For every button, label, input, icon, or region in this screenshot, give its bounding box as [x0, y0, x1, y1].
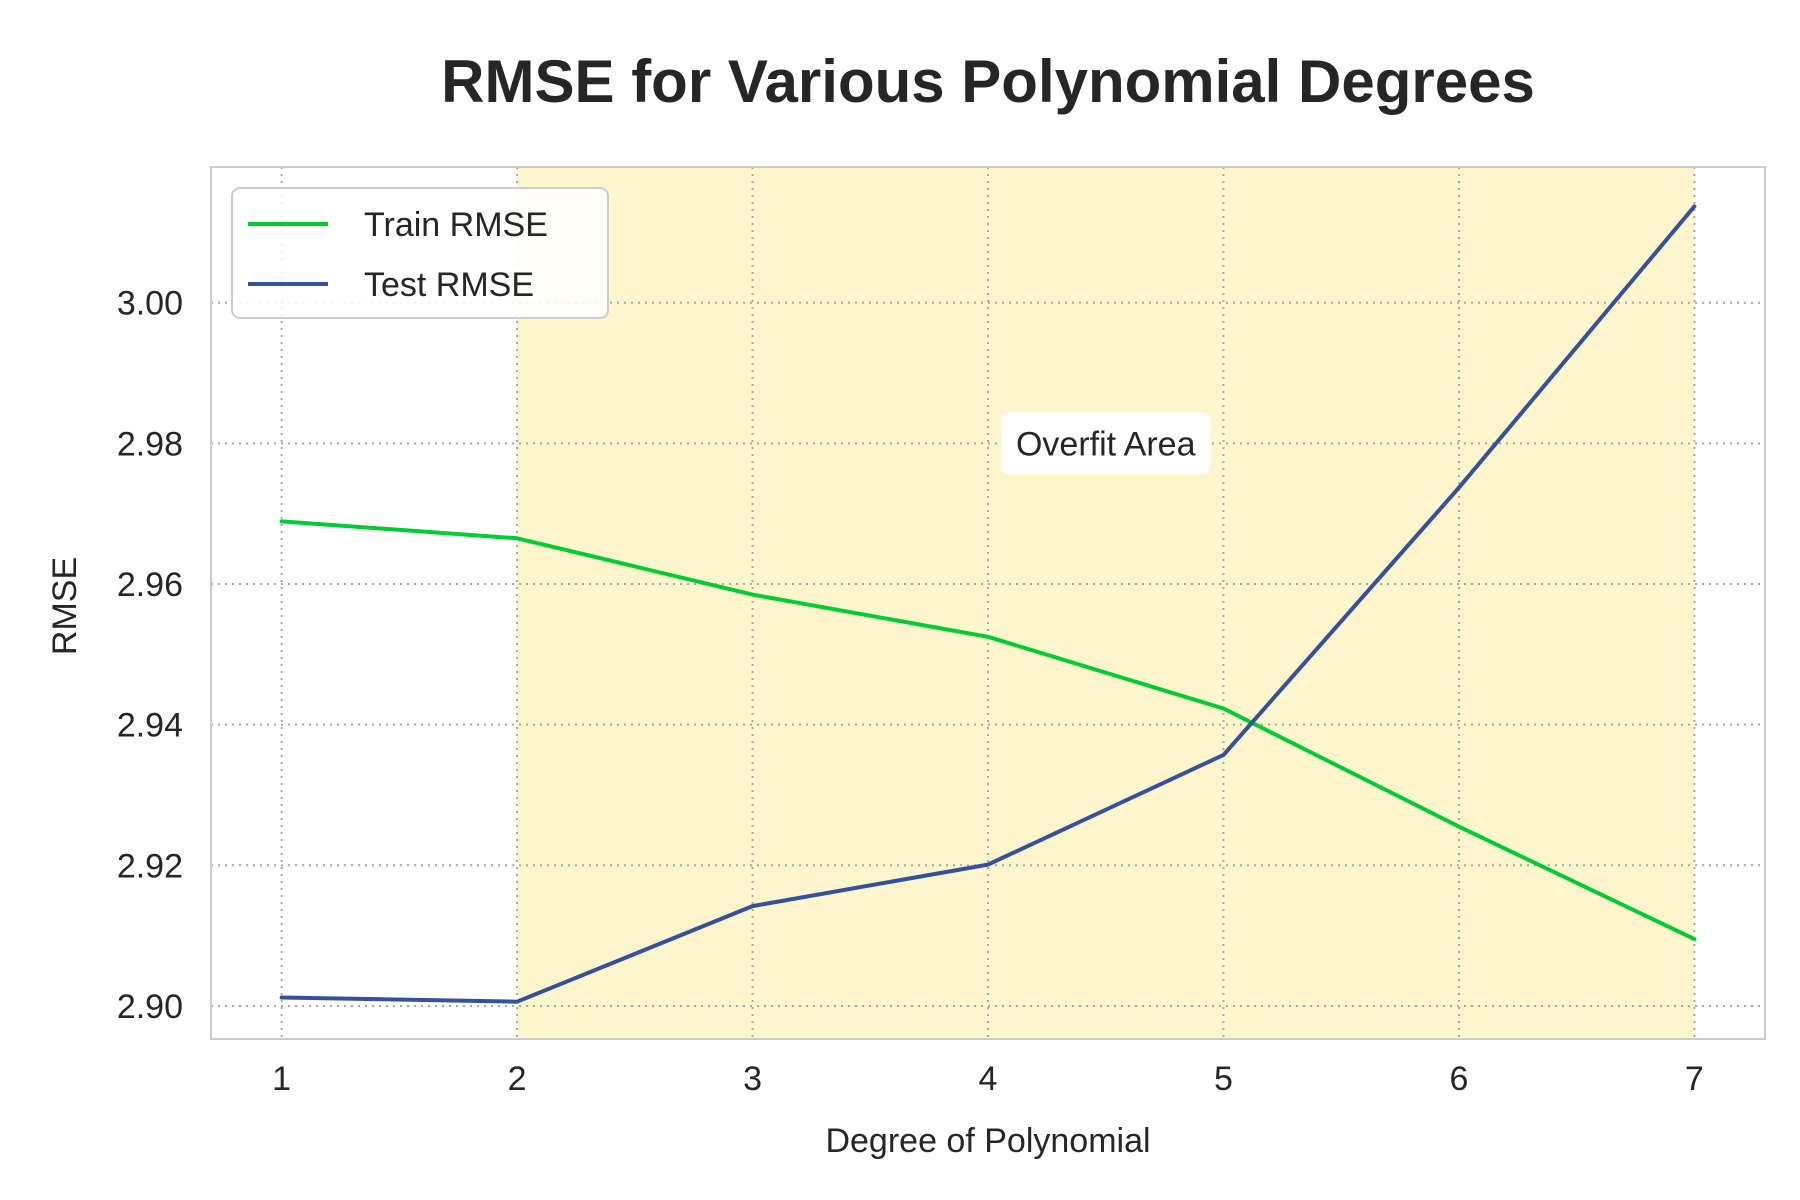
- y-tick-label: 2.90: [117, 988, 183, 1026]
- annotation-label: Overfit Area: [1016, 425, 1196, 463]
- test-rmse-line: [279, 204, 1697, 1004]
- x-tick-label: 5: [1214, 1060, 1233, 1098]
- x-tick-label: 4: [979, 1060, 998, 1098]
- y-tick-label: 3.00: [117, 285, 183, 323]
- series-lines: [279, 204, 1697, 1004]
- train-rmse-legend-label: Train RMSE: [364, 206, 548, 244]
- y-axis-label: RMSE: [46, 557, 84, 655]
- y-tick-label: 2.92: [117, 847, 183, 885]
- x-tick-label: 3: [743, 1060, 762, 1098]
- test-rmse-legend-label: Test RMSE: [364, 266, 534, 304]
- grid-lines: [211, 167, 1765, 1039]
- overfit-region-fill: [517, 167, 1695, 1039]
- y-tick-label: 2.98: [117, 425, 183, 463]
- legend: Train RMSE Test RMSE: [231, 187, 609, 319]
- y-tick-label: 2.96: [117, 566, 183, 604]
- annotation-box: [1000, 412, 1211, 475]
- x-tick-label: 1: [272, 1060, 291, 1098]
- x-axis-label: Degree of Polynomial: [825, 1122, 1150, 1160]
- annotation: Overfit Area: [1000, 412, 1211, 475]
- y-tick-label: 2.94: [117, 707, 183, 745]
- x-tick-label: 2: [508, 1060, 527, 1098]
- plot-border: [210, 166, 1766, 1040]
- x-tick-label: 6: [1449, 1060, 1468, 1098]
- overfit-shaded-region: [517, 167, 1695, 1039]
- train-rmse-line: [279, 519, 1697, 942]
- x-tick-label: 7: [1685, 1060, 1704, 1098]
- chart-title: RMSE for Various Polynomial Degrees: [441, 48, 1535, 115]
- y-axis-ticks: 2.90 2.92 2.94 2.96 2.98 3.00: [117, 285, 183, 1026]
- x-axis-ticks: 1 2 3 4 5 6 7: [272, 1060, 1704, 1098]
- plot-frame: [210, 166, 1766, 1040]
